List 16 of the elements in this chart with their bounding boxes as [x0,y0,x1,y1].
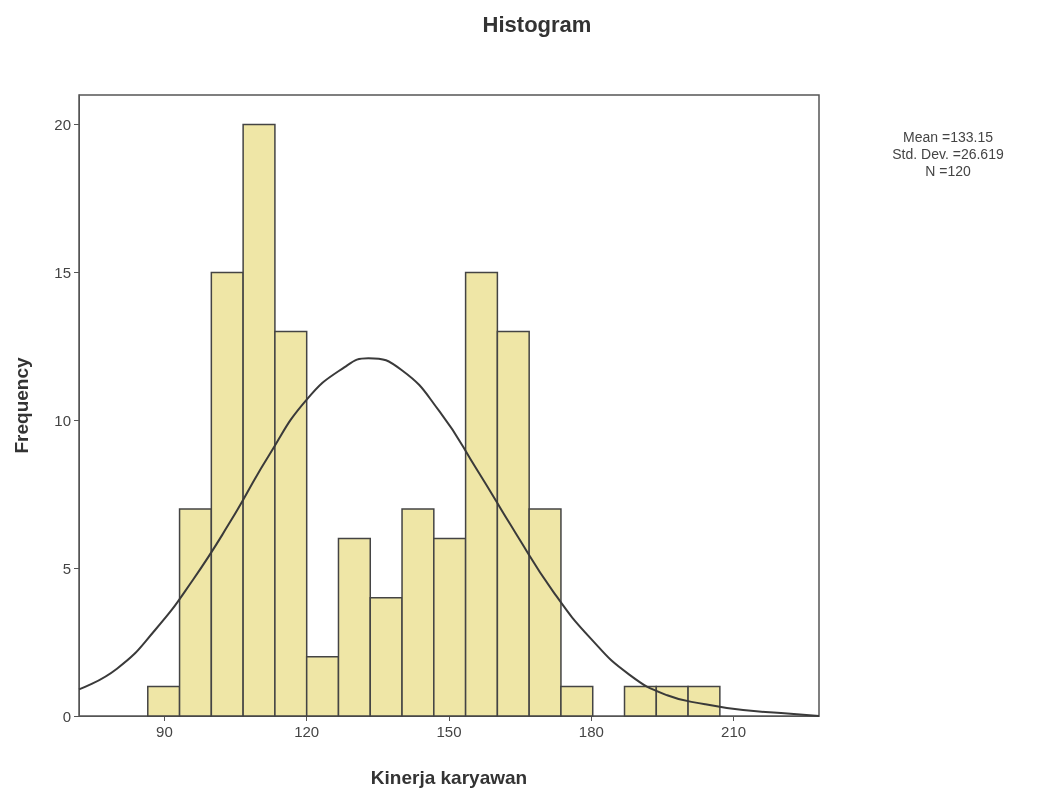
x-tick-label: 210 [721,723,747,740]
x-tick-label: 150 [436,723,462,740]
text: N =120 [925,163,971,179]
x-tick-label: 120 [294,723,320,740]
y-tick-label: 0 [62,707,71,725]
x-axis-title: Kinerja karyawan [370,767,528,788]
chart-title: Histogram [482,11,592,37]
y-tick-label: 5 [62,559,71,577]
y-tick-label: 15 [54,263,71,281]
x-tick-label: 90 [156,723,173,740]
x-tick-label: 180 [578,723,604,740]
text: Mean =133.15 [903,129,994,145]
text: Std. Dev. =26.619 [892,146,1004,162]
y-tick-label: 10 [54,411,71,429]
y-tick-label: 20 [54,116,71,134]
y-axis-title: Frequency [11,357,32,454]
